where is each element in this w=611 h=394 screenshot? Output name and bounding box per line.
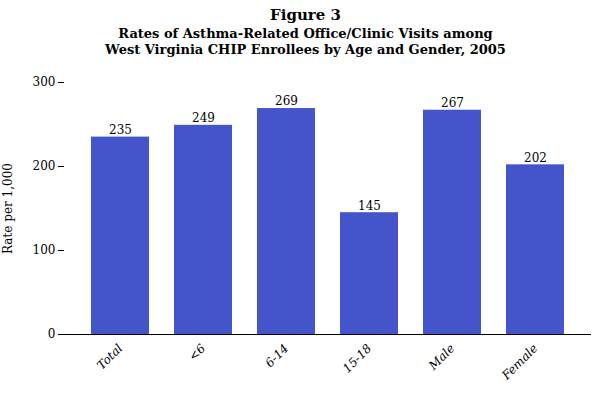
- svg-text:0: 0: [48, 327, 56, 341]
- html-text:Rates of Asthma-Related Office: Rates of Asthma-Related Office/Clinic Vi…: [105, 26, 506, 57]
- html-text:Figure 3: Figure 3: [270, 6, 341, 24]
- svg-text:6-14: 6-14: [262, 341, 291, 370]
- svg-text:202: 202: [524, 151, 547, 165]
- svg-text:Female: Female: [498, 341, 540, 383]
- svg-text:Rate per 1,000: Rate per 1,000: [1, 163, 15, 254]
- svg-text:100: 100: [33, 243, 56, 257]
- svg-text:15-18: 15-18: [340, 341, 375, 376]
- svg-text:200: 200: [33, 159, 56, 173]
- svg-text:145: 145: [358, 199, 381, 213]
- svg-text:235: 235: [109, 123, 132, 137]
- svg-text:300: 300: [33, 75, 56, 89]
- svg-text:Total: Total: [94, 341, 125, 372]
- svg-text:267: 267: [441, 96, 464, 110]
- svg-text:<6: <6: [186, 341, 209, 364]
- svg-text:269: 269: [275, 94, 298, 108]
- svg-text:Male: Male: [425, 341, 457, 373]
- svg-text:249: 249: [192, 111, 215, 125]
